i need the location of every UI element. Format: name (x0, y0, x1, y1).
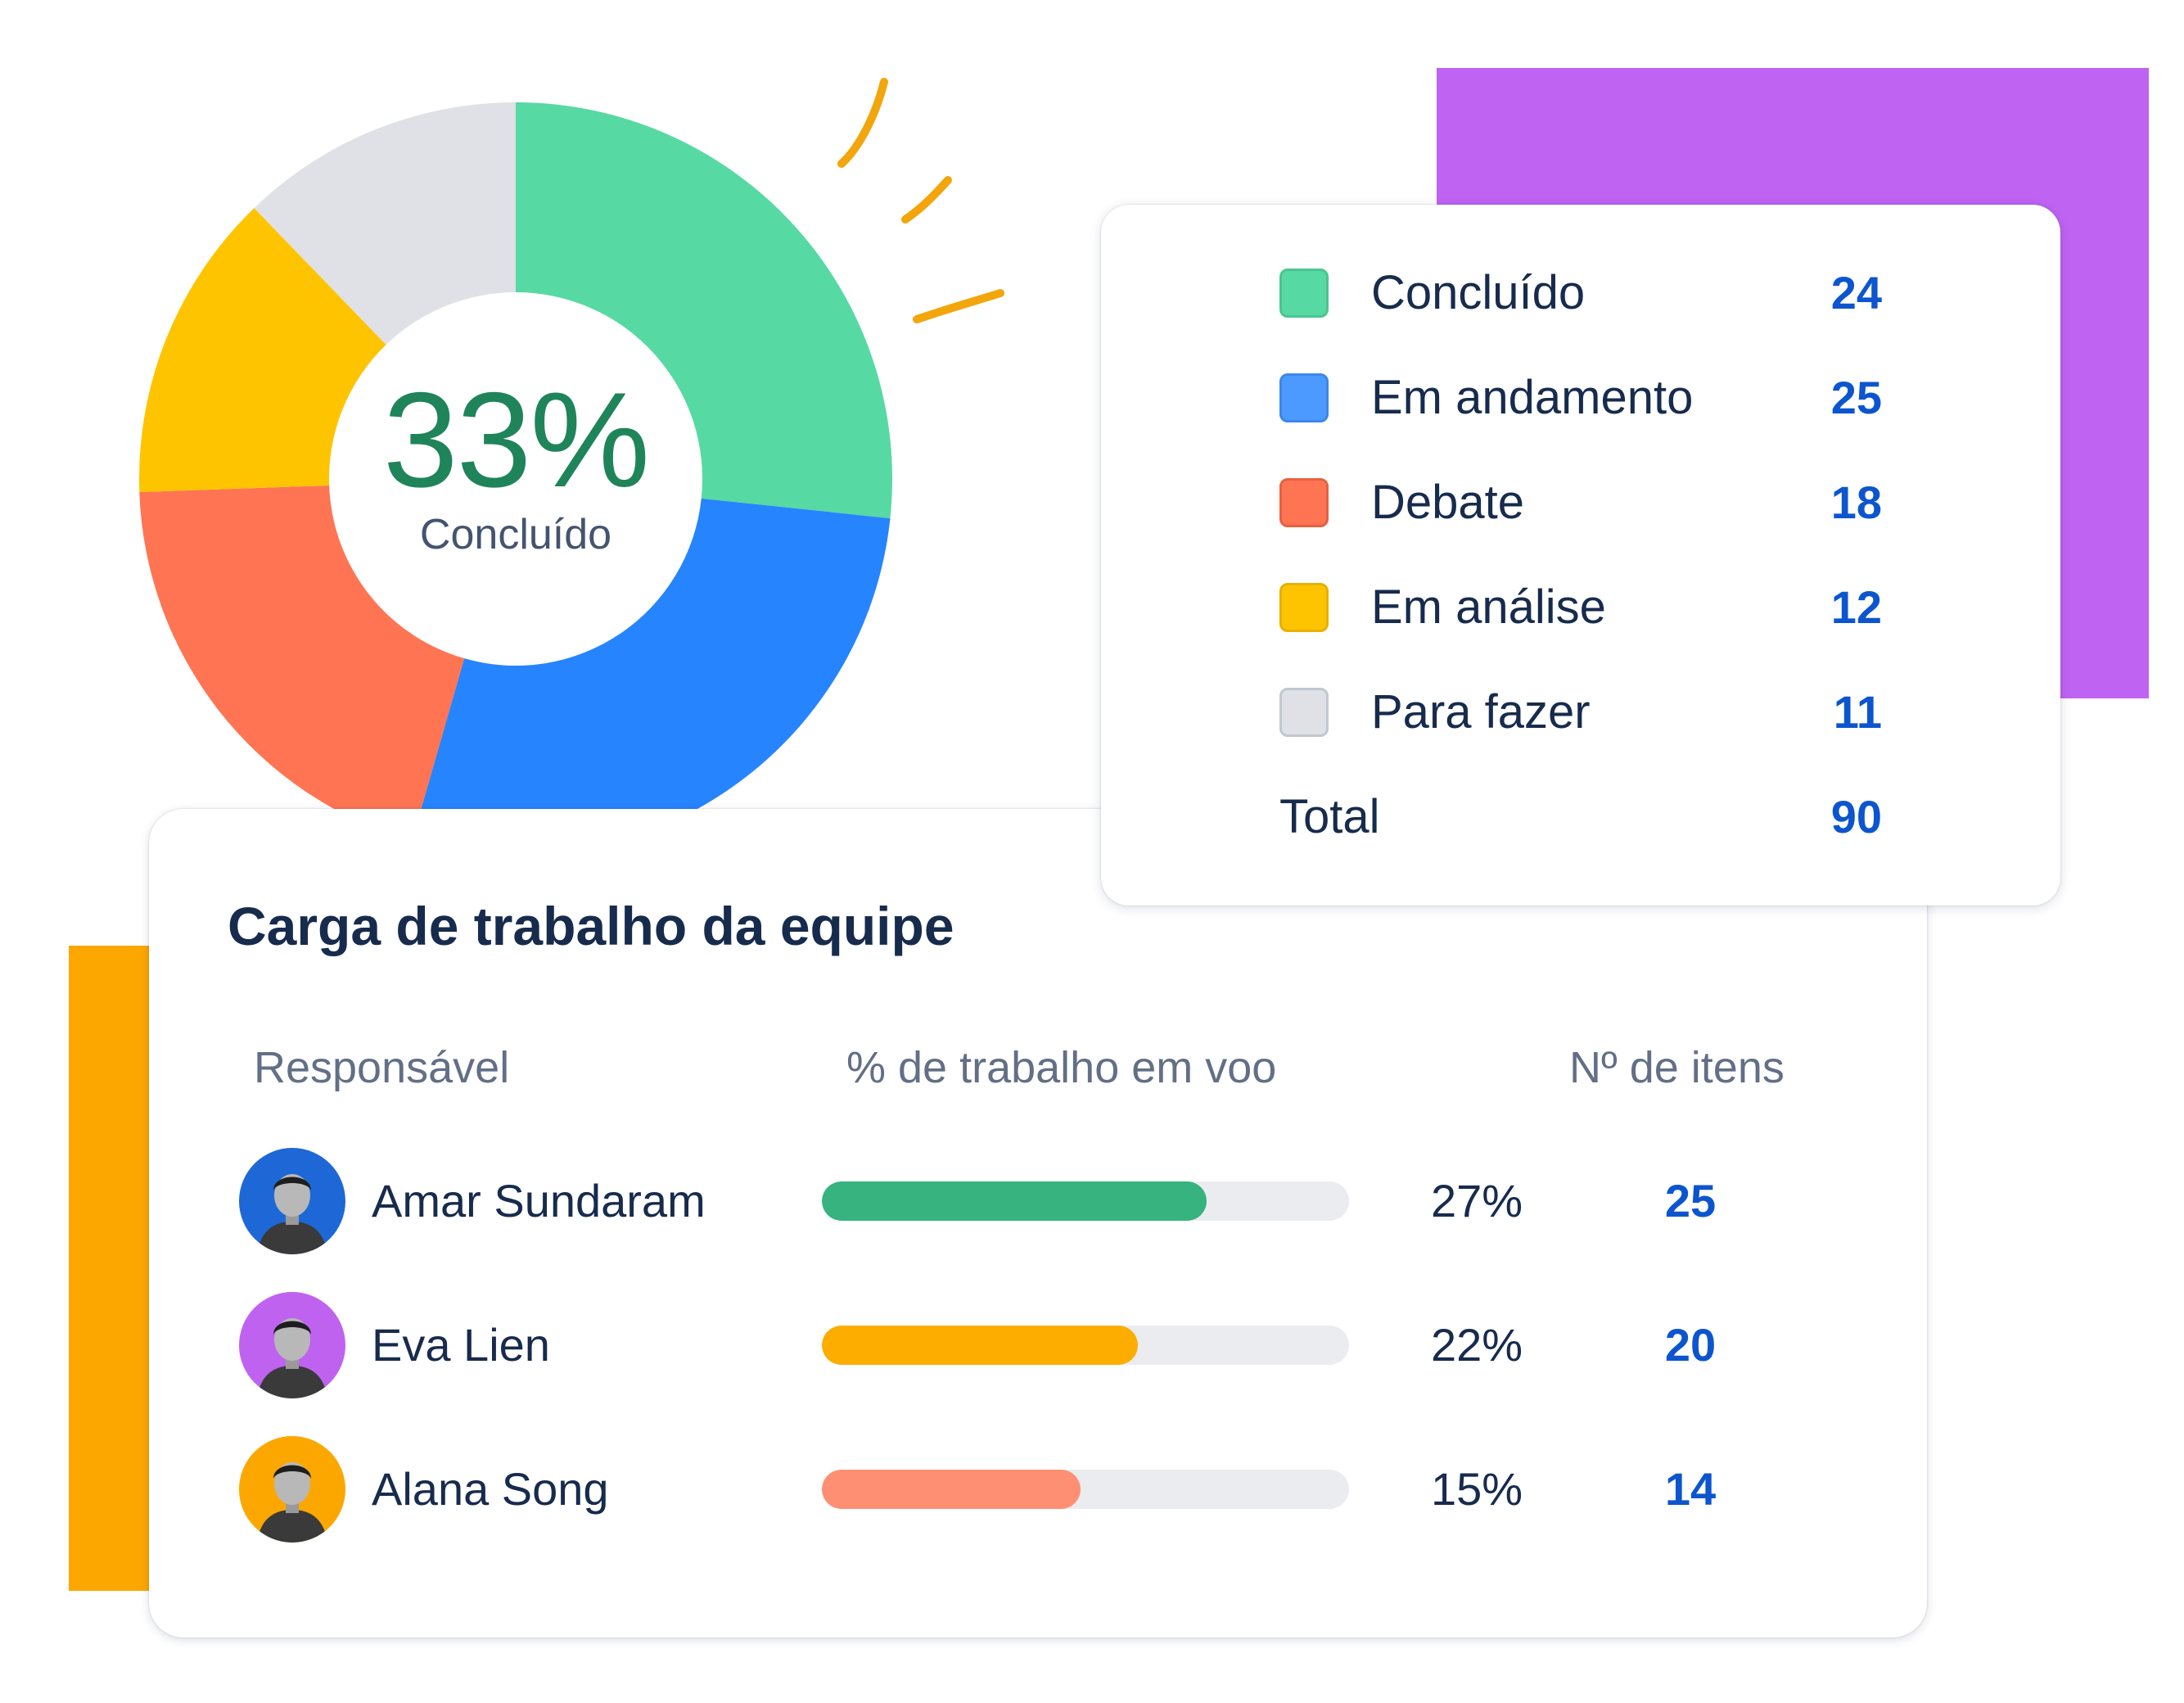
workload-percent: 27% (1431, 1175, 1523, 1226)
avatar (239, 1292, 345, 1398)
workload-progress-fill (822, 1181, 1207, 1221)
legend-item-debate: Debate 18 (1279, 470, 1882, 535)
legend-item-em-andamento: Em andamento 25 (1279, 365, 1882, 431)
legend-swatch (1279, 688, 1329, 737)
legend-item-em-analise: Em análise 12 (1279, 575, 1882, 640)
workload-item-count[interactable]: 25 (1664, 1175, 1717, 1226)
workload-progress-bar (822, 1326, 1349, 1365)
workload-row-eva-lien[interactable]: Eva Lien 22% 20 (149, 1292, 1927, 1398)
legend-label: Para fazer (1371, 685, 1591, 739)
donut-slice-em-analise (139, 208, 386, 493)
assignee-name: Eva Lien (372, 1319, 550, 1371)
legend-value: 24 (1830, 267, 1882, 318)
legend-label: Debate (1371, 476, 1525, 529)
workload-progress-bar (822, 1181, 1349, 1221)
donut-slice-concluido (516, 102, 892, 519)
status-donut-chart: 33% Concluído (139, 102, 892, 856)
team-workload-card: Carga de trabalho da equipe Responsável … (149, 809, 1927, 1638)
legend-swatch (1279, 583, 1329, 632)
sparkle-lines-icon (837, 78, 1004, 323)
avatar-man-icon (239, 1148, 345, 1254)
assignee-name: Amar Sundaram (372, 1175, 706, 1226)
legend-value: 25 (1830, 372, 1882, 423)
workload-progress-fill (822, 1470, 1081, 1509)
column-header-count: Nº de itens (1569, 1043, 1785, 1092)
donut-svg (139, 102, 892, 856)
workload-title: Carga de trabalho da equipe (228, 896, 954, 956)
avatar (239, 1148, 345, 1254)
legend-total-value: 90 (1830, 791, 1882, 842)
workload-row-amar-sundaram[interactable]: Amar Sundaram 27% 25 (149, 1148, 1927, 1254)
legend-swatch (1279, 269, 1329, 318)
donut-slice-para-fazer (254, 102, 516, 345)
avatar (239, 1436, 345, 1543)
legend-value: 18 (1830, 477, 1882, 528)
legend-label: Concluído (1371, 266, 1586, 319)
workload-progress-bar (822, 1470, 1349, 1509)
workload-item-count[interactable]: 14 (1664, 1463, 1717, 1515)
workload-item-count[interactable]: 20 (1664, 1319, 1717, 1371)
assignee-name: Alana Song (372, 1463, 609, 1515)
legend-swatch (1279, 478, 1329, 527)
legend-value: 11 (1833, 686, 1882, 738)
legend-total-row: Total 90 (1279, 784, 1882, 850)
legend-label: Em andamento (1371, 371, 1694, 424)
workload-row-alana-song[interactable]: Alana Song 15% 14 (149, 1436, 1927, 1543)
workload-percent: 22% (1431, 1319, 1523, 1371)
legend-item-concluido: Concluído 24 (1279, 260, 1882, 326)
status-legend-card: Concluído 24 Em andamento 25 Debate 18 E… (1101, 205, 2060, 906)
column-header-percent: % de trabalho em voo (846, 1043, 1277, 1092)
legend-item-para-fazer: Para fazer 11 (1279, 680, 1882, 745)
legend-swatch (1279, 373, 1329, 422)
legend-total-label: Total (1279, 790, 1380, 843)
workload-progress-fill (822, 1326, 1139, 1365)
avatar-woman-icon (239, 1436, 345, 1543)
legend-label: Em análise (1371, 580, 1606, 634)
legend-value: 12 (1830, 581, 1882, 633)
workload-percent: 15% (1431, 1463, 1523, 1515)
column-header-assignee: Responsável (254, 1043, 510, 1092)
avatar-woman-icon (239, 1292, 345, 1398)
donut-slice-em-andamento (412, 498, 891, 856)
donut-slice-debate (139, 485, 465, 842)
